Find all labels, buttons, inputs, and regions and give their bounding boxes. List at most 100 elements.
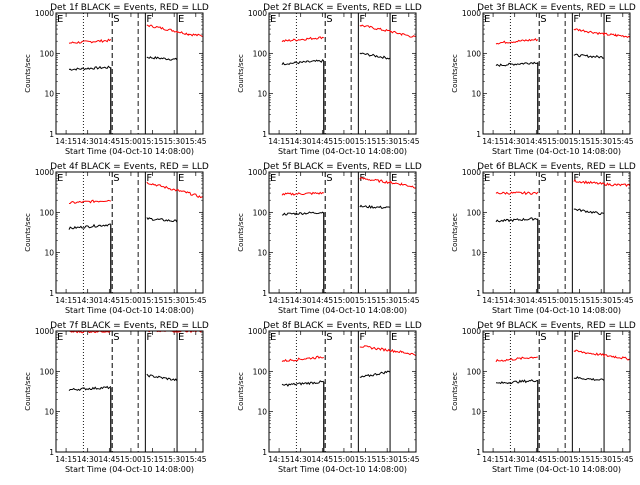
x-tick-label: 14:15 <box>268 455 290 464</box>
x-tick-label: 14:45 <box>312 455 334 464</box>
panel-title: Det 9f BLACK = Events, RED = LLD <box>477 321 636 331</box>
x-axis-label: Start Time (04-Oct-10 14:08:00) <box>278 465 407 474</box>
events-series-line <box>68 56 178 71</box>
marker-label: E <box>270 14 276 25</box>
x-axis-label: Start Time (04-Oct-10 14:08:00) <box>492 147 621 156</box>
x-tick-label: 15:15 <box>142 137 164 146</box>
events-series-line <box>68 373 178 391</box>
y-tick-label: 100 <box>253 367 268 376</box>
marker-label: E <box>178 14 184 25</box>
x-tick-label: 14:45 <box>526 137 548 146</box>
y-axis-label: Counts/sec <box>237 372 245 411</box>
y-tick-label: 1 <box>476 130 481 139</box>
x-tick-label: 15:30 <box>590 137 612 146</box>
y-tick-label: 100 <box>467 208 482 217</box>
events-series-line <box>495 53 605 67</box>
marker-label: F <box>359 332 365 343</box>
x-tick-label: 14:15 <box>55 296 77 305</box>
x-tick-label: 15:00 <box>333 137 355 146</box>
x-tick-label: 15:30 <box>163 296 185 305</box>
x-tick-label: 15:15 <box>569 137 591 146</box>
y-tick-label: 100 <box>467 49 482 58</box>
plot-frame <box>55 330 204 453</box>
x-tick-label: 15:30 <box>163 455 185 464</box>
marker-label: E <box>484 14 490 25</box>
marker-label: S <box>540 14 546 25</box>
plot-frame <box>482 171 631 294</box>
x-tick-label: 14:15 <box>55 137 77 146</box>
x-axis-label: Start Time (04-Oct-10 14:08:00) <box>278 147 407 156</box>
marker-label: E <box>391 173 397 184</box>
x-tick-label: 15:30 <box>376 455 398 464</box>
marker-label: E <box>484 332 490 343</box>
y-axis-label: Counts/sec <box>24 213 32 252</box>
y-tick-label: 1000 <box>462 168 481 177</box>
x-tick-label: 15:45 <box>398 137 420 146</box>
lld-series-line <box>495 28 631 45</box>
x-tick-label: 15:45 <box>398 296 420 305</box>
x-tick-label: 15:00 <box>547 296 569 305</box>
y-axis-label: Counts/sec <box>24 372 32 411</box>
x-tick-label: 15:45 <box>185 455 207 464</box>
x-tick-label: 15:00 <box>333 296 355 305</box>
x-tick-label: 14:45 <box>312 296 334 305</box>
x-tick-label: 15:15 <box>355 137 377 146</box>
x-tick-label: 15:00 <box>547 455 569 464</box>
detector-panel: Det 2f BLACK = Events, RED = LLD Counts/s… <box>237 3 422 156</box>
marker-label: F <box>146 173 152 184</box>
plot-frame <box>268 12 417 135</box>
panel-title: Det 1f BLACK = Events, RED = LLD <box>50 3 209 13</box>
x-tick-label: 14:15 <box>482 296 504 305</box>
y-tick-label: 10 <box>257 408 267 417</box>
x-tick-label: 14:15 <box>268 296 290 305</box>
y-axis-label: Counts/sec <box>451 213 459 252</box>
marker-label: E <box>605 173 611 184</box>
x-tick-label: 15:45 <box>185 137 207 146</box>
x-tick-label: 14:15 <box>482 137 504 146</box>
y-tick-label: 10 <box>471 90 481 99</box>
lld-series-line <box>68 24 203 44</box>
detector-panel: Det 5f BLACK = Events, RED = LLD Counts/s… <box>237 162 422 315</box>
y-tick-label: 1000 <box>248 327 267 336</box>
marker-label: F <box>573 332 579 343</box>
panel-title: Det 6f BLACK = Events, RED = LLD <box>477 162 636 172</box>
x-tick-label: 15:30 <box>376 137 398 146</box>
y-tick-label: 100 <box>40 367 55 376</box>
x-tick-label: 14:30 <box>77 455 99 464</box>
lld-series-line <box>281 177 417 196</box>
x-tick-label: 15:45 <box>612 137 634 146</box>
x-tick-label: 14:30 <box>77 296 99 305</box>
y-tick-label: 1 <box>49 130 54 139</box>
events-series-line <box>281 204 391 216</box>
y-tick-label: 1 <box>49 448 54 457</box>
y-axis-label: Counts/sec <box>237 213 245 252</box>
x-tick-label: 14:15 <box>482 455 504 464</box>
marker-label: S <box>326 173 332 184</box>
y-tick-label: 100 <box>40 49 55 58</box>
marker-label: S <box>540 173 546 184</box>
x-tick-label: 15:30 <box>590 455 612 464</box>
y-axis-label: Counts/sec <box>24 54 32 93</box>
x-tick-label: 15:00 <box>547 137 569 146</box>
lld-series-line <box>281 24 417 43</box>
marker-label: E <box>484 173 490 184</box>
y-tick-label: 1 <box>476 289 481 298</box>
y-tick-label: 100 <box>253 49 268 58</box>
plot-frame <box>55 171 204 294</box>
events-series-line <box>495 376 605 385</box>
y-tick-label: 1 <box>262 289 267 298</box>
x-axis-label: Start Time (04-Oct-10 14:08:00) <box>65 465 194 474</box>
marker-label: E <box>178 173 184 184</box>
x-tick-label: 14:30 <box>504 296 526 305</box>
lld-series-line <box>495 349 631 363</box>
x-tick-label: 15:15 <box>569 455 591 464</box>
detector-panel: Det 3f BLACK = Events, RED = LLD Counts/s… <box>451 3 636 156</box>
x-tick-label: 15:15 <box>355 296 377 305</box>
panel-title: Det 3f BLACK = Events, RED = LLD <box>477 3 636 13</box>
x-tick-label: 15:45 <box>185 296 207 305</box>
y-tick-label: 1000 <box>248 9 267 18</box>
x-tick-label: 14:15 <box>268 137 290 146</box>
y-tick-label: 10 <box>471 408 481 417</box>
x-tick-label: 14:45 <box>526 296 548 305</box>
detector-panel: Det 7f BLACK = Events, RED = LLD Counts/s… <box>24 321 209 474</box>
